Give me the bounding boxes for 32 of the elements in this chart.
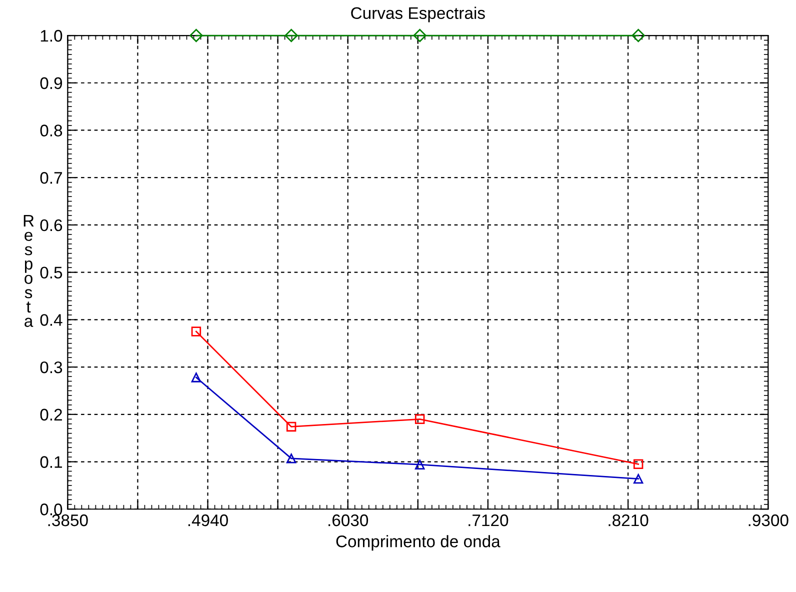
y-tick-label: 0.9 <box>40 77 62 90</box>
y-tick-label: 0.2 <box>40 408 62 421</box>
x-axis-title: Comprimento de onda <box>336 535 500 551</box>
y-tick-label: 0.4 <box>40 314 62 326</box>
point <box>286 454 296 464</box>
x-tick-label: .6030 <box>328 514 368 526</box>
y-axis-title: Resposta <box>24 215 34 327</box>
point <box>414 460 425 470</box>
y-tick-label: 0.7 <box>40 172 62 184</box>
point <box>414 414 425 424</box>
point <box>284 28 298 42</box>
point <box>632 28 645 42</box>
point <box>191 372 202 382</box>
y-tick-label: 0.8 <box>40 124 62 136</box>
y-tick-label: 0.3 <box>40 361 62 374</box>
x-tick-label: .3850 <box>48 514 88 526</box>
x-tick-label: .7120 <box>468 514 508 526</box>
point <box>190 28 203 42</box>
y-tick-label: 1.0 <box>40 30 62 42</box>
chart-title: Curvas Espectrais <box>351 6 485 22</box>
point <box>191 326 202 336</box>
point <box>633 474 644 484</box>
point <box>633 459 644 469</box>
y-tick-label: 0.6 <box>40 219 62 232</box>
y-tick-label: 0.5 <box>40 266 62 279</box>
x-tick-label: .9300 <box>748 514 788 526</box>
y-tick-label: 0.0 <box>40 504 62 516</box>
x-tick-label: .4940 <box>188 514 228 526</box>
point <box>413 28 426 42</box>
x-tick-label: .8210 <box>608 514 648 526</box>
point <box>286 422 296 432</box>
y-tick-label: 0.1 <box>40 456 62 468</box>
